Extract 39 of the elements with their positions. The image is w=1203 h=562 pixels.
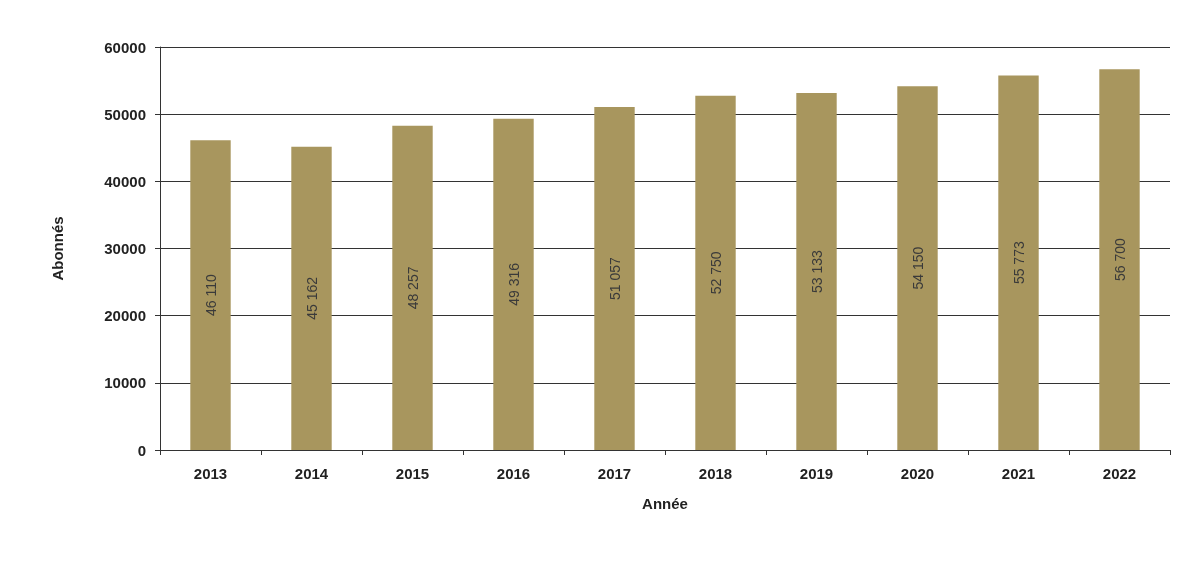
data-label: 46 110 [202, 274, 219, 317]
y-tick-label: 50000 [104, 105, 146, 123]
x-tick-label: 2017 [597, 465, 632, 482]
data-label: 52 750 [707, 251, 724, 295]
y-tick-label: 60000 [104, 38, 146, 56]
y-axis-title: Abonnés [49, 216, 66, 281]
y-tick-label: 40000 [104, 172, 146, 190]
bar [291, 146, 332, 450]
x-tick-label: 2014 [294, 465, 329, 482]
bar [392, 125, 433, 450]
data-label: 49 316 [505, 262, 522, 306]
data-label: 48 257 [404, 266, 421, 310]
y-tick-label: 0 [137, 441, 146, 459]
x-tick-label: 2015 [395, 465, 430, 482]
x-tick-label: 2018 [698, 465, 733, 482]
bar [897, 86, 938, 450]
data-label: 45 162 [303, 276, 320, 320]
x-tick-label: 2020 [900, 465, 935, 482]
x-tick-label: 2016 [496, 465, 531, 482]
x-axis-title: Année [642, 495, 688, 512]
y-tick-label: 30000 [104, 240, 146, 257]
data-label: 54 150 [909, 246, 926, 290]
bar [190, 140, 231, 450]
data-label: 53 133 [808, 249, 825, 293]
x-tick-label: 2013 [193, 465, 228, 482]
bar [796, 93, 837, 450]
data-label: 55 773 [1010, 241, 1027, 285]
data-label: 51 057 [606, 256, 623, 300]
x-tick-label: 2022 [1102, 465, 1137, 482]
x-tick-label: 2021 [1001, 465, 1036, 482]
bar [695, 95, 736, 450]
bar [1099, 69, 1140, 450]
data-label: 56 700 [1111, 237, 1128, 281]
bar [594, 107, 635, 450]
bar [998, 75, 1039, 450]
y-tick-label: 20000 [104, 307, 146, 325]
y-tick-label: 10000 [104, 374, 146, 392]
x-tick-label: 2019 [799, 465, 834, 482]
bar [493, 118, 534, 450]
